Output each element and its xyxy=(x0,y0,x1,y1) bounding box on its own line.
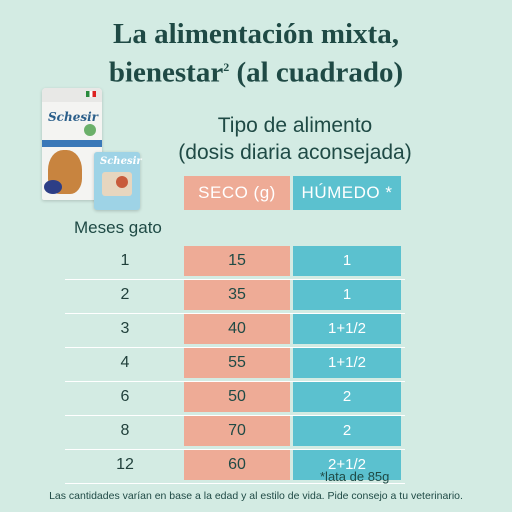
row-dry: 40 xyxy=(184,314,290,344)
bag-brand-logo: Schesir xyxy=(48,110,98,124)
title-line-2-rest: (al cuadrado) xyxy=(229,56,404,89)
row-month: 6 xyxy=(120,388,130,405)
row-divider xyxy=(65,347,405,348)
footnote-can-size: *lata de 85g xyxy=(320,469,390,484)
header-months: Meses gato xyxy=(74,218,162,237)
header-dry: SECO (g) xyxy=(184,176,290,210)
table-row: 12 60 2+1/2 xyxy=(0,448,512,484)
row-wet: 2 xyxy=(293,416,401,446)
row-wet: 1 xyxy=(293,280,401,310)
row-wet: 2 xyxy=(293,382,401,412)
italy-flag-icon xyxy=(86,91,96,97)
row-wet: 1+1/2 xyxy=(293,348,401,378)
row-divider xyxy=(65,279,405,280)
row-month: 1 xyxy=(120,252,130,269)
row-divider xyxy=(65,381,405,382)
tray-brand-logo: Schesir xyxy=(100,156,142,167)
row-dry: 50 xyxy=(184,382,290,412)
berries-image xyxy=(44,180,62,194)
row-dry: 60 xyxy=(184,450,290,480)
bag-stripe xyxy=(42,140,102,147)
table-row: 8 70 2 xyxy=(0,414,512,450)
table-row: 2 35 1 xyxy=(0,278,512,314)
row-wet: 1 xyxy=(293,246,401,276)
row-divider xyxy=(65,415,405,416)
bag-badge-icon xyxy=(84,124,96,136)
row-wet: 2+1/2 xyxy=(293,450,401,480)
table-row: 3 40 1+1/2 xyxy=(0,312,512,348)
row-divider xyxy=(65,313,405,314)
row-month: 8 xyxy=(120,422,130,439)
subtitle-line-1: Tipo de alimento xyxy=(217,114,373,137)
row-divider xyxy=(65,449,405,450)
title-superscript: 2 xyxy=(223,60,230,74)
title-line-1: La alimentación mixta, xyxy=(113,18,399,50)
table-row: 6 50 2 xyxy=(0,380,512,416)
row-wet: 1+1/2 xyxy=(293,314,401,344)
row-dry: 15 xyxy=(184,246,290,276)
title-line-2-main: bienestar xyxy=(108,56,224,89)
table-row: 1 15 1 xyxy=(0,244,512,280)
subtitle-line-2: (dosis diaria aconsejada) xyxy=(178,141,412,164)
page-title: La alimentación mixta, bienestar2 (al cu… xyxy=(0,18,512,90)
table-subtitle: Tipo de alimento (dosis diaria aconsejad… xyxy=(150,112,440,166)
title-line-2: bienestar2 (al cuadrado) xyxy=(0,51,512,90)
row-dry: 70 xyxy=(184,416,290,446)
row-month: 3 xyxy=(120,320,130,337)
row-divider xyxy=(65,483,405,484)
row-month: 2 xyxy=(120,286,130,303)
row-dry: 35 xyxy=(184,280,290,310)
dry-food-bag: Schesir xyxy=(42,88,102,200)
disclaimer: Las cantidades varían en base a la edad … xyxy=(49,490,463,502)
product-image: Schesir Schesir xyxy=(38,88,158,218)
row-dry: 55 xyxy=(184,348,290,378)
wet-food-tray: Schesir xyxy=(94,152,142,210)
row-month: 4 xyxy=(120,354,130,371)
row-month: 12 xyxy=(116,456,134,473)
header-wet: HÚMEDO * xyxy=(293,176,401,210)
table-row: 4 55 1+1/2 xyxy=(0,346,512,382)
fish-icon xyxy=(116,176,128,188)
